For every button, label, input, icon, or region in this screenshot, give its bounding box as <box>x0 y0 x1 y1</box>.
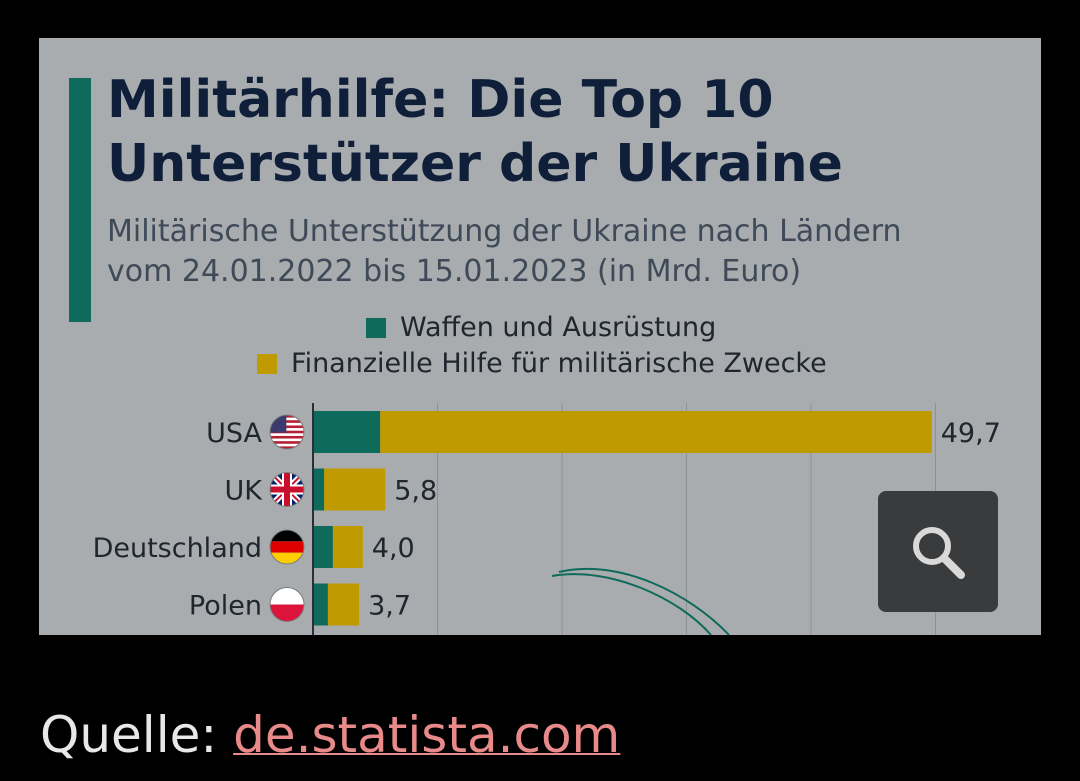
bar-value-label: 5,8 <box>394 476 437 507</box>
legend-swatch-finanzielle-hilfe <box>257 353 277 374</box>
chart-subtitle: Militärische Unterstützung der Ukraine n… <box>107 212 902 292</box>
source-label: Quelle: <box>40 706 218 764</box>
bar-finanzielle-hilfe <box>324 468 386 511</box>
accent-bar <box>69 78 91 322</box>
decorative-curve <box>558 567 730 635</box>
subtitle-line-1: Militärische Unterstützung der Ukraine n… <box>107 214 902 249</box>
us-flag-icon <box>269 414 305 450</box>
bar-chart: USA 49,7 UK 5,8 Deutschland 4,0 Polen 3,7 <box>93 403 1001 635</box>
chart-card: Militärhilfe: Die Top 10 Unterstützer de… <box>39 38 1041 635</box>
legend-label-finanzielle-hilfe: Finanzielle Hilfe für militärische Zweck… <box>291 348 827 379</box>
bar-value-label: 4,0 <box>372 533 415 564</box>
category-label: Polen <box>189 591 262 622</box>
bar-finanzielle-hilfe <box>332 526 363 568</box>
chart-title: Militärhilfe: Die Top 10 Unterstützer de… <box>107 68 843 196</box>
title-line-2: Unterstützer der Ukraine <box>107 134 843 194</box>
uk-flag-icon <box>269 472 305 507</box>
bar-waffen <box>313 468 325 511</box>
germany-flag-icon <box>269 529 305 565</box>
bar-finanzielle-hilfe <box>380 411 932 453</box>
bar-finanzielle-hilfe <box>327 583 360 626</box>
bar-value-label: 3,7 <box>368 591 411 622</box>
decorative-curve <box>551 573 712 635</box>
legend-label-waffen: Waffen und Ausrüstung <box>400 312 717 343</box>
poland-flag-icon <box>269 587 305 622</box>
legend-item-waffen: Waffen und Ausrüstung <box>366 312 716 343</box>
category-label: USA <box>206 418 262 449</box>
category-label: Deutschland <box>93 533 262 564</box>
zoom-button[interactable] <box>878 491 998 612</box>
bar-waffen <box>313 411 381 453</box>
bar-waffen <box>313 583 328 626</box>
magnifier-icon <box>913 526 965 579</box>
legend-item-finanzielle-hilfe: Finanzielle Hilfe für militärische Zweck… <box>257 348 827 379</box>
bar-waffen <box>313 526 333 568</box>
category-label: UK <box>225 476 264 507</box>
bar-value-label: 49,7 <box>941 418 1001 449</box>
subtitle-line-2: vom 24.01.2022 bis 15.01.2023 (in Mrd. E… <box>107 254 802 289</box>
title-line-1: Militärhilfe: Die Top 10 <box>107 70 774 130</box>
source-link[interactable]: de.statista.com <box>233 706 621 764</box>
source-line: Quelle: de.statista.com <box>40 700 620 770</box>
legend-swatch-waffen <box>366 317 386 338</box>
